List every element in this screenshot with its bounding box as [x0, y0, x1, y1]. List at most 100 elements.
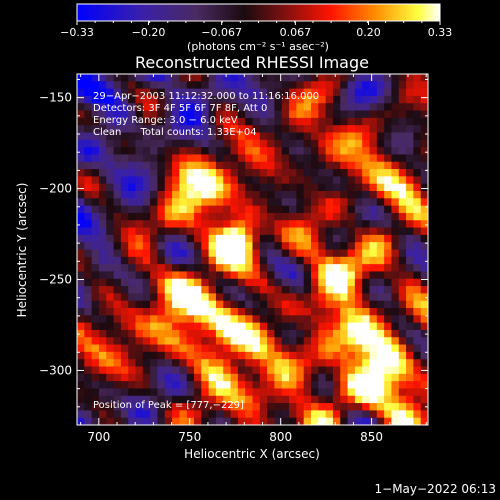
heatmap-cell: [120, 220, 129, 228]
heatmap-cell: [318, 88, 327, 97]
heatmap-cell: [274, 212, 283, 221]
heatmap-cell: [128, 147, 136, 155]
heatmap-cell: [194, 300, 202, 309]
heatmap-cell: [91, 95, 100, 104]
heatmap-cell: [77, 183, 85, 192]
heatmap-cell: [274, 169, 283, 177]
heatmap-cell: [135, 381, 144, 389]
heatmap-cell: [91, 74, 100, 82]
heatmap-cell: [237, 132, 246, 141]
heatmap-cell: [201, 103, 210, 111]
heatmap-cell: [186, 337, 195, 345]
heatmap-cell: [245, 161, 253, 170]
heatmap-cell: [376, 125, 385, 133]
heatmap-cell: [311, 161, 319, 170]
heatmap-cell: [135, 169, 144, 177]
heatmap-cell: [120, 117, 129, 126]
heatmap-cell: [347, 183, 356, 192]
heatmap-cell: [369, 286, 378, 294]
heatmap-cell: [157, 176, 166, 185]
heatmap-cell: [325, 117, 334, 126]
heatmap-cell: [157, 212, 166, 221]
heatmap-cell: [274, 191, 283, 199]
heatmap-cell: [230, 300, 239, 309]
heatmap-cell: [384, 337, 392, 345]
heatmap-cell: [289, 315, 297, 324]
heatmap-cell: [318, 403, 327, 411]
heatmap-cell: [106, 154, 114, 163]
heatmap-cell: [318, 95, 327, 104]
heatmap-cell: [259, 212, 268, 221]
heatmap-cell: [135, 212, 144, 221]
heatmap-cell: [398, 212, 407, 221]
heatmap-cell: [384, 125, 392, 133]
heatmap-cell: [274, 256, 283, 265]
heatmap-cell: [289, 264, 297, 272]
heatmap-cell: [245, 403, 253, 411]
heatmap-cell: [194, 220, 202, 228]
heatmap-cell: [362, 95, 370, 104]
heatmap-cell: [98, 300, 107, 309]
heatmap-cell: [106, 234, 114, 243]
heatmap-cell: [259, 191, 268, 199]
heatmap-cell: [384, 88, 392, 97]
heatmap-cell: [376, 351, 385, 360]
heatmap-cell: [150, 315, 158, 324]
heatmap-cell: [289, 234, 297, 243]
heatmap-cell: [274, 351, 283, 360]
heatmap-cell: [84, 74, 93, 82]
heatmap-cell: [289, 183, 297, 192]
heatmap-cell: [420, 308, 428, 316]
heatmap-cell: [157, 308, 166, 316]
heatmap-cell: [289, 293, 297, 302]
heatmap-cell: [106, 242, 114, 250]
heatmap-cell: [413, 308, 422, 316]
heatmap-cell: [128, 256, 136, 265]
heatmap-cell: [98, 191, 107, 199]
heatmap-cell: [84, 198, 93, 207]
heatmap-cell: [77, 359, 85, 367]
heatmap-cell: [172, 117, 180, 126]
heatmap-cell: [406, 154, 414, 163]
heatmap-cell: [281, 417, 290, 425]
heatmap-cell: [376, 176, 385, 185]
heatmap-cell: [340, 169, 348, 177]
heatmap-cell: [420, 234, 428, 243]
heatmap-cell: [77, 234, 85, 243]
heatmap-cell: [237, 271, 246, 280]
heatmap-cell: [179, 315, 188, 324]
heatmap-cell: [369, 132, 378, 141]
heatmap-cell: [325, 315, 334, 324]
heatmap-cell: [362, 322, 370, 331]
heatmap-cell: [362, 308, 370, 316]
heatmap-cell: [230, 373, 239, 382]
heatmap-cell: [340, 249, 348, 258]
heatmap-cell: [332, 395, 341, 404]
heatmap-cell: [208, 293, 217, 302]
heatmap-cell: [142, 242, 151, 250]
heatmap-cell: [245, 271, 253, 280]
heatmap-cell: [281, 176, 290, 185]
heatmap-cell: [362, 300, 370, 309]
heatmap-cell: [252, 147, 261, 155]
heatmap-cell: [106, 132, 114, 141]
heatmap-cell: [340, 191, 348, 199]
heatmap-cell: [398, 366, 407, 375]
heatmap-cell: [340, 154, 348, 163]
heatmap-cell: [332, 286, 341, 294]
heatmap-cell: [311, 388, 319, 397]
heatmap-cell: [303, 198, 312, 207]
heatmap-cell: [106, 395, 114, 404]
heatmap-cell: [223, 176, 231, 185]
heatmap-cell: [354, 403, 363, 411]
heatmap-cell: [186, 139, 195, 148]
heatmap-cell: [135, 110, 144, 119]
heatmap-cell: [120, 110, 129, 119]
heatmap-cell: [252, 132, 261, 141]
heatmap-cell: [318, 373, 327, 382]
heatmap-cell: [164, 315, 173, 324]
heatmap-cell: [186, 154, 195, 163]
heatmap-cell: [347, 373, 356, 382]
heatmap-cell: [77, 227, 85, 236]
heatmap-cell: [420, 110, 428, 119]
